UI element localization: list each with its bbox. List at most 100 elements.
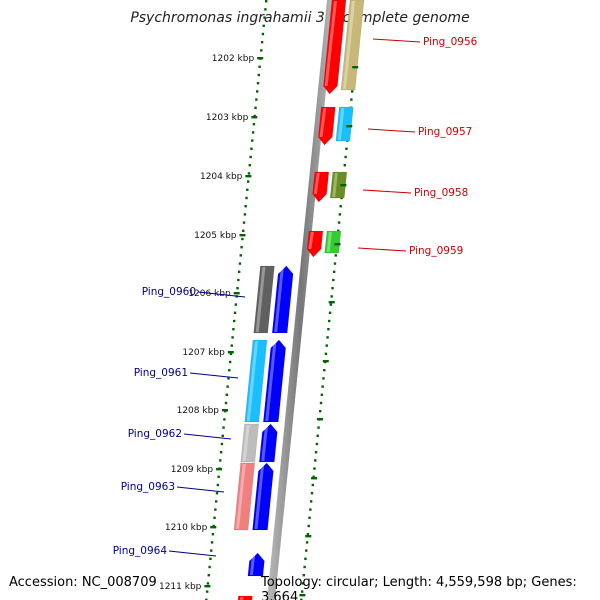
inner-ring-dot	[246, 188, 249, 191]
inner-ring-dot	[252, 123, 256, 126]
gene-leader-line	[183, 433, 232, 440]
forward-gene-arrow	[258, 423, 278, 463]
outer-ring-dot	[304, 557, 307, 560]
outer-ring-dot	[322, 377, 325, 380]
major-tick-inner	[222, 409, 228, 412]
gene-label-reverse[interactable]: Ping_0958	[414, 187, 468, 199]
inner-ring-dot	[213, 516, 216, 519]
gene-label-forward[interactable]: Ping_0964	[113, 545, 168, 557]
gene-label-reverse[interactable]: Ping_0956	[423, 36, 478, 48]
outer-ring-dot	[312, 475, 315, 478]
inner-ring-dot	[245, 196, 248, 200]
inner-ring-dot	[216, 483, 220, 487]
major-tick-outer	[340, 184, 347, 187]
inner-ring-dot	[227, 377, 230, 380]
outer-ring-dot	[350, 98, 353, 101]
inner-ring-dot	[247, 172, 251, 175]
inner-ring-dot	[215, 492, 219, 495]
forward-gene-arrow-highlight	[249, 554, 256, 575]
inner-ring-dot	[260, 41, 264, 44]
inner-ring-dot	[234, 303, 238, 306]
major-tick-inner	[245, 175, 252, 178]
reverse-gene-arrow	[306, 230, 324, 258]
major-tick-outer	[334, 243, 341, 246]
inner-ring-dot	[224, 401, 228, 405]
forward-gene-arrow	[247, 552, 265, 577]
reverse-gene-arrow	[323, 0, 347, 95]
inner-ring-dot	[263, 16, 266, 19]
reverse-gene-arrow	[312, 171, 330, 203]
inner-ring-dot	[209, 557, 212, 560]
reverse-strand-track	[237, 0, 347, 600]
outer-ring-dot	[305, 549, 308, 552]
outer-ring-dot	[301, 582, 305, 585]
cog-box-forward	[233, 462, 256, 531]
major-tick-outer	[328, 301, 335, 304]
position-tick-labels: 1202 kbp 1203 kbp 1204 kbp 1205 kbp 1206 kbp…	[159, 54, 359, 597]
inner-ring-dot	[211, 533, 215, 536]
inner-ring-dot	[239, 254, 242, 257]
reverse-gene-arrow	[237, 595, 253, 600]
tick-label: 1211 kbp	[159, 582, 202, 592]
major-tick-inner	[257, 57, 264, 60]
inner-ring-dot	[219, 451, 223, 454]
major-tick-outer	[346, 125, 353, 128]
inner-ring-dot	[255, 98, 258, 101]
gene-label-forward[interactable]: Ping_0961	[134, 367, 188, 379]
inner-ring-dot	[255, 90, 259, 93]
gene-leader-line	[168, 550, 217, 557]
gene-label-reverse[interactable]: Ping_0959	[409, 245, 463, 257]
outer-ring-dot	[328, 311, 332, 314]
dna-backbone	[267, 0, 335, 600]
reverse-gene-arrow	[317, 106, 336, 146]
cog-box-reverse-highlight	[343, 1, 355, 89]
inner-ring-dot	[237, 270, 241, 273]
cog-box-forward-highlight	[246, 341, 258, 421]
inner-ring-dot	[240, 246, 243, 249]
reverse-gene-arrow-highlight	[240, 597, 244, 600]
forward-strand-track	[247, 265, 294, 577]
cog-feature-track	[233, 0, 365, 531]
outer-ring-dot	[315, 442, 319, 446]
outer-ring-dot	[310, 492, 314, 495]
cog-box-reverse-highlight	[337, 108, 345, 140]
forward-gene-arrow	[271, 265, 294, 334]
gene-label-forward[interactable]: Ping_0960	[142, 286, 196, 298]
inner-ring-dot	[241, 237, 244, 241]
cog-box-forward	[253, 265, 275, 334]
outer-ring-dot	[300, 598, 303, 600]
outer-ring-dot	[309, 500, 313, 503]
outer-ring-dot	[332, 278, 335, 282]
inner-ring-dot	[230, 344, 233, 347]
accession-text: Accession: NC_008709	[9, 575, 157, 590]
cog-box-reverse	[335, 106, 354, 142]
inner-ring-dot	[243, 213, 247, 216]
inner-ring-dot	[248, 164, 251, 167]
inner-ring-dot	[231, 336, 234, 339]
inner-ring-dot	[265, 0, 268, 3]
inner-ring-dot	[260, 49, 263, 52]
major-tick-outer	[311, 477, 318, 480]
inner-ring-dot	[223, 418, 226, 421]
inner-ring-dot	[251, 131, 255, 134]
inner-ring-dot	[246, 180, 250, 183]
gene-leader-line	[372, 38, 421, 43]
outer-ring-dot	[305, 541, 309, 544]
inner-ring-dot	[220, 442, 224, 446]
cog-box-reverse-highlight	[326, 232, 332, 252]
inner-ring-dot	[214, 500, 218, 503]
inner-ring-dot	[221, 434, 224, 437]
outer-ring-dot	[314, 451, 318, 454]
outer-ring-dot	[317, 426, 320, 429]
gene-label-reverse[interactable]: Ping_0957	[418, 126, 472, 138]
gene-label-forward[interactable]: Ping_0963	[121, 481, 175, 493]
major-tick-inner	[216, 468, 223, 471]
cog-box-forward-highlight	[236, 464, 246, 529]
gene-label-forward[interactable]: Ping_0962	[128, 428, 182, 440]
major-tick-inner	[239, 234, 246, 237]
inner-ring-dot	[206, 582, 210, 585]
major-tick-outer	[305, 535, 312, 538]
outer-ring-dot	[344, 155, 347, 159]
tick-label: 1210 kbp	[165, 523, 208, 533]
